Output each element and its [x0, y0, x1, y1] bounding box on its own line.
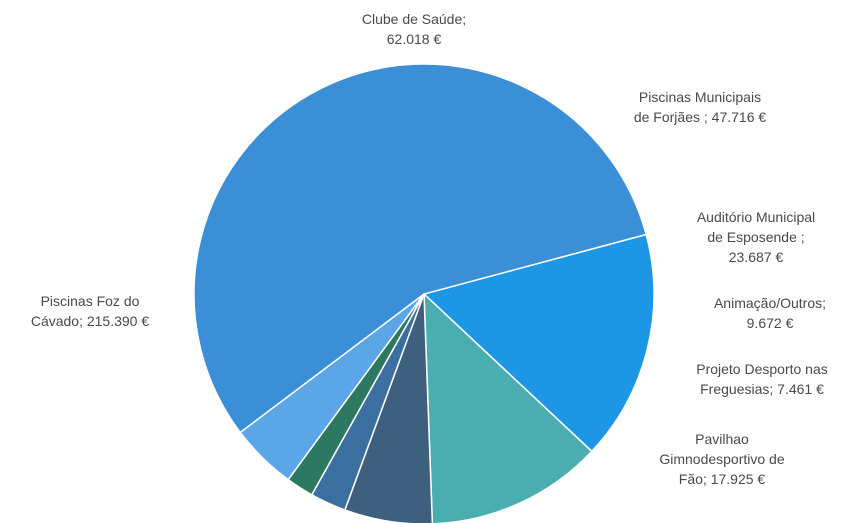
slice-label-line: Clube de Saúde; [362, 11, 466, 27]
slice-label-line: Piscinas Foz do [41, 293, 140, 309]
slice-label-line: Gimnodesportivo de [659, 451, 785, 467]
slice-label-line: Cávado; 215.390 € [31, 313, 150, 329]
slice-label-piscinas-foz-do-cavado: Piscinas Foz do Cávado; 215.390 € [31, 293, 150, 329]
slice-label-line: 23.687 € [729, 249, 784, 265]
slice-label-line: Piscinas Municipais [639, 89, 761, 105]
slice-label-line: Animação/Outros; [714, 295, 826, 311]
slice-label-line: 62.018 € [387, 31, 442, 47]
slice-label-line: Projeto Desporto nas [696, 361, 828, 377]
pie-slice-clube-de-saude [422, 233, 655, 453]
slice-label-clube-de-saude: Clube de Saúde; 62.018 € [362, 11, 466, 47]
slice-label-line: de Forjães ; 47.716 € [634, 109, 767, 125]
slice-label-piscinas-municipais-de-forjaes: Piscinas Municipais de Forjães ; 47.716 € [634, 89, 767, 125]
slice-label-line: de Esposende ; [707, 229, 804, 245]
slice-label-line: Auditório Municipal [697, 209, 815, 225]
slice-label-line: Fão; 17.925 € [679, 471, 766, 487]
pie-slice-piscinas-foz-do-cavado [193, 63, 648, 434]
slice-label-line: Freguesias; 7.461 € [700, 381, 824, 397]
slice-label-line: Pavilhao [695, 431, 749, 447]
slice-label-animacao-outros: Animação/Outros; 9.672 € [714, 295, 826, 331]
slice-label-projeto-desporto-nas-freguesias: Projeto Desporto nas Freguesias; 7.461 € [696, 361, 828, 397]
slice-label-auditorio-municipal-de-esposende: Auditório Municipal de Esposende ; 23.687 … [697, 209, 815, 265]
slice-label-line: 9.672 € [747, 315, 794, 331]
slice-label-pavilhao-gimnodesportivo-de-fao: Pavilhao Gimnodesportivo de Fão; 17.925 € [659, 431, 785, 487]
